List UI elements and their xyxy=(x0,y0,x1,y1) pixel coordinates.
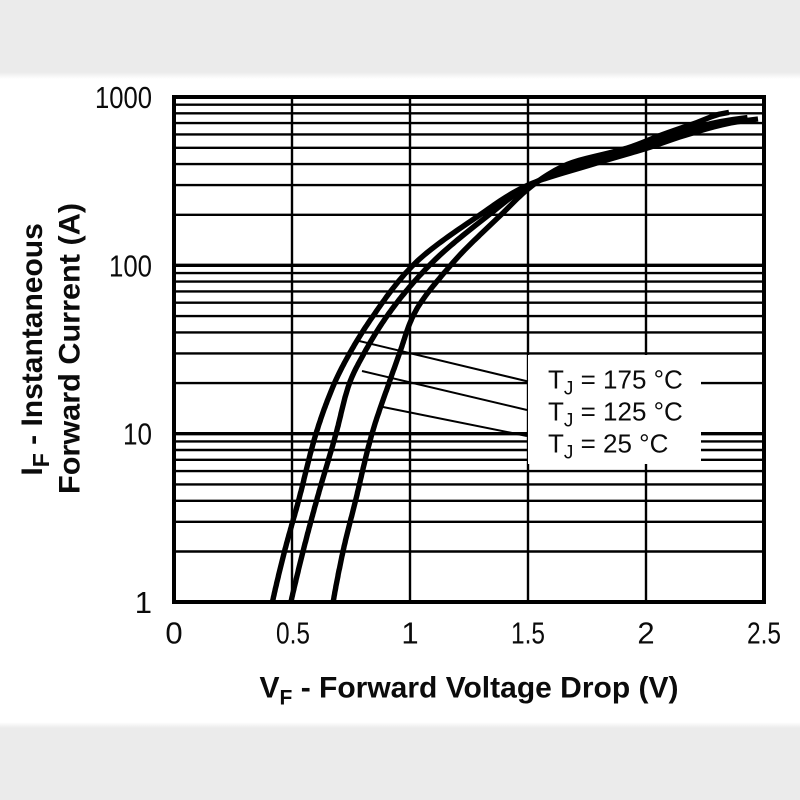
svg-text:1: 1 xyxy=(135,585,152,620)
svg-text:100: 100 xyxy=(109,248,152,283)
svg-text:0: 0 xyxy=(165,616,182,651)
svg-text:1.5: 1.5 xyxy=(511,616,545,651)
svg-text:0.5: 0.5 xyxy=(276,616,310,651)
svg-text:TJ = 25 °C: TJ = 25 °C xyxy=(548,428,668,463)
svg-text:IF - Instantaneous: IF - Instantaneous xyxy=(16,223,54,475)
svg-text:Forward Current (A): Forward Current (A) xyxy=(54,203,87,494)
svg-text:1: 1 xyxy=(401,616,418,651)
svg-text:TJ = 175 °C: TJ = 175 °C xyxy=(548,364,683,399)
svg-text:VF - Forward Voltage Drop (V): VF - Forward Voltage Drop (V) xyxy=(260,672,679,710)
svg-text:2: 2 xyxy=(637,616,654,651)
svg-text:2.5: 2.5 xyxy=(747,616,781,651)
svg-text:10: 10 xyxy=(123,417,152,452)
svg-text:1000: 1000 xyxy=(95,80,152,115)
